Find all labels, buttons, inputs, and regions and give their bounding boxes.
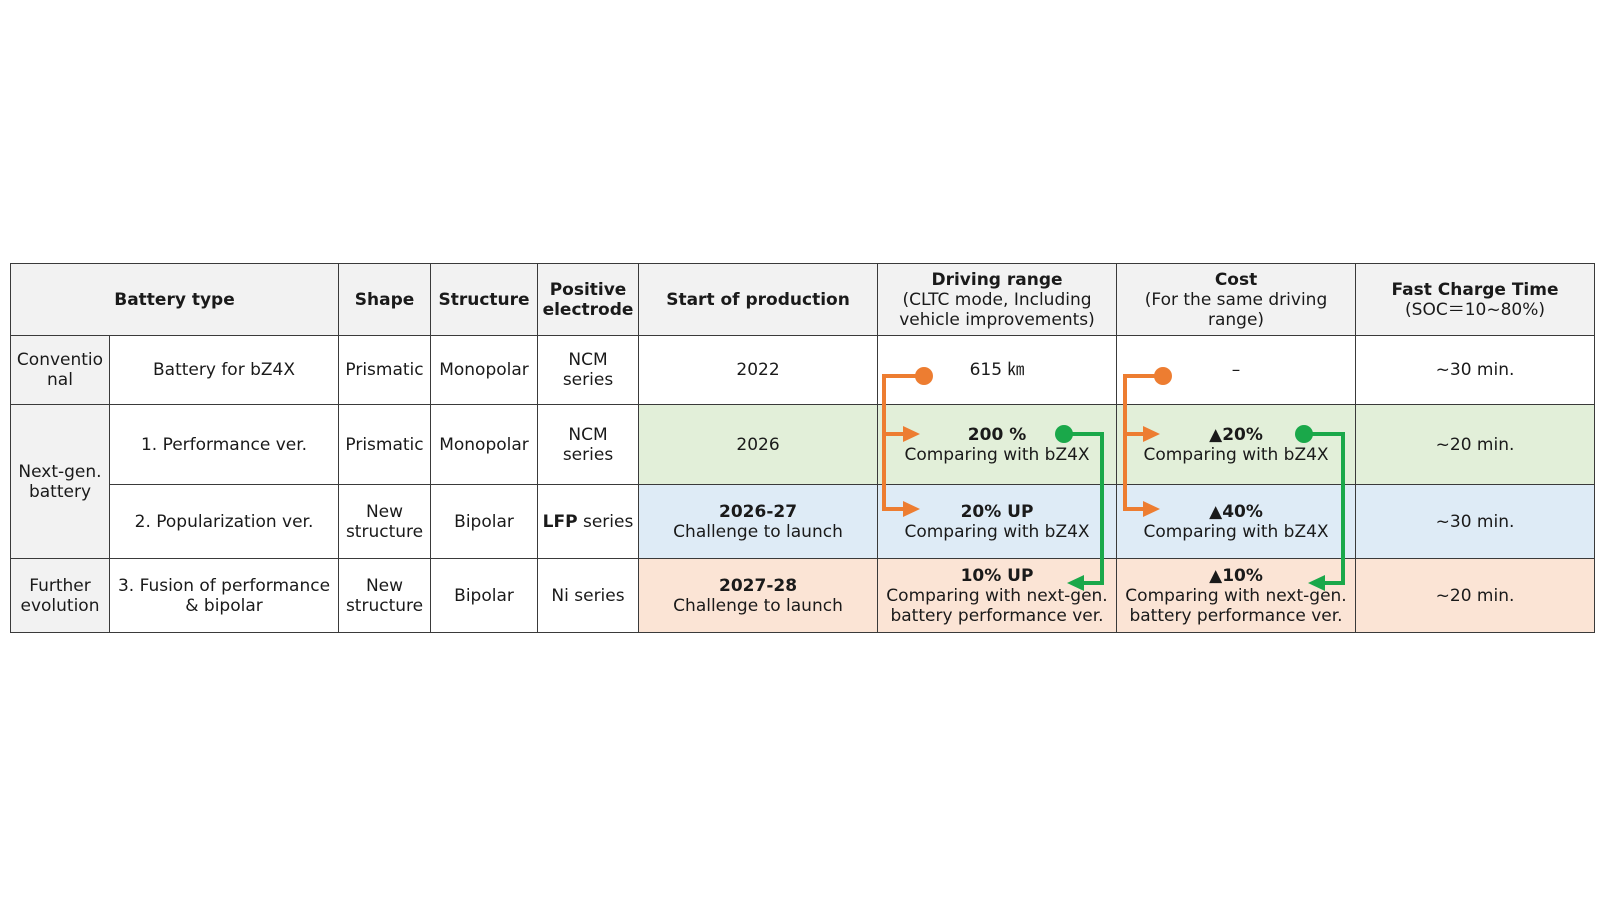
structure-cell: Bipolar [430, 484, 539, 559]
range-cell: 200 % Comparing with bZ4X [877, 404, 1118, 485]
range-sub: Comparing with bZ4X [904, 444, 1090, 465]
start-sub: Challenge to launch [673, 595, 843, 616]
start-main: 2026-27 [719, 501, 798, 522]
battery-name: 1. Performance ver. [108, 404, 340, 485]
electrode-text: series [582, 511, 634, 532]
range-main: 200 % [967, 424, 1027, 445]
cost-cell: ▲40% Comparing with bZ4X [1116, 484, 1357, 559]
electrode-cell: NCM series [537, 335, 640, 405]
charge-cell: ~30 min. [1355, 484, 1596, 559]
electrode-text: Ni series [551, 585, 625, 606]
electrode-text: NCM series [562, 350, 614, 390]
electrode-cell: LFP series [537, 484, 640, 559]
header-shape: Shape [338, 263, 432, 336]
electrode-cell: Ni series [537, 558, 640, 633]
start-cell: 2026-27 Challenge to launch [638, 484, 879, 559]
start-cell: 2027-28 Challenge to launch [638, 558, 879, 633]
charge-cell: ~30 min. [1355, 335, 1596, 405]
range-main: 615 ㎞ [969, 360, 1025, 380]
header-driving-range-sub: (CLTC mode, Including vehicle improvemen… [899, 289, 1095, 330]
electrode-text: NCM series [562, 424, 614, 465]
shape-cell: Prismatic [338, 404, 432, 485]
start-main: 2027-28 [719, 575, 798, 596]
header-driving-range-title: Driving range [931, 269, 1063, 290]
header-cost: Cost (For the same driving range) [1116, 263, 1357, 336]
shape-cell: New structure [338, 484, 432, 559]
range-main: 20% UP [960, 501, 1034, 522]
group-next-gen: Next-gen. battery [10, 404, 110, 559]
shape-cell: Prismatic [338, 335, 432, 405]
range-cell: 20% UP Comparing with bZ4X [877, 484, 1118, 559]
charge-cell: ~20 min. [1355, 558, 1596, 633]
cost-sub: Comparing with bZ4X [1143, 444, 1329, 465]
header-structure: Structure [430, 263, 539, 336]
structure-cell: Monopolar [430, 404, 539, 485]
table-row-performance: Next-gen. battery 1. Performance ver. Pr… [10, 404, 1596, 559]
cost-cell: ▲10% Comparing with next-gen. battery pe… [1116, 558, 1357, 633]
battery-name: Battery for bZ4X [108, 335, 340, 405]
start-cell: 2022 [638, 335, 879, 405]
range-main: 10% UP [960, 565, 1034, 586]
header-driving-range: Driving range (CLTC mode, Including vehi… [877, 263, 1118, 336]
structure-cell: Monopolar [430, 335, 539, 405]
table-row-popularization: 2. Popularization ver. New structure Bip… [11, 484, 1596, 559]
group-conventional: Conventio nal [10, 335, 110, 405]
cost-main: ▲20% [1209, 424, 1263, 445]
range-sub: Comparing with next-gen. battery perform… [886, 585, 1108, 626]
header-positive-electrode: Positive electrode [537, 263, 640, 336]
header-battery-type: Battery type [9, 263, 340, 336]
cost-cell: – [1116, 335, 1357, 405]
header-fast-charge-title: Fast Charge Time [1391, 279, 1559, 300]
battery-name: 2. Popularization ver. [108, 484, 340, 559]
range-sub: Comparing with bZ4X [904, 521, 1090, 542]
cost-main: ▲10% [1209, 565, 1263, 586]
header-cost-title: Cost [1214, 269, 1258, 290]
structure-cell: Bipolar [430, 558, 539, 633]
header-cost-sub: (For the same driving range) [1144, 289, 1328, 330]
cost-sub: Comparing with next-gen. battery perform… [1125, 585, 1347, 626]
range-cell: 10% UP Comparing with next-gen. battery … [877, 558, 1118, 633]
cost-main: ▲40% [1209, 501, 1263, 522]
electrode-cell: NCM series [537, 404, 640, 485]
header-fast-charge-sub: (SOC＝10~80%) [1405, 299, 1545, 320]
header-row: Battery type Shape Structure Positive el… [9, 263, 1596, 336]
start-sub: Challenge to launch [673, 521, 843, 542]
table-row-conventional: Conventio nal Battery for bZ4X Prismatic… [10, 335, 1596, 405]
cost-main: – [1231, 360, 1241, 380]
cost-cell: ▲20% Comparing with bZ4X [1116, 404, 1357, 485]
battery-roadmap-table: Battery type Shape Structure Positive el… [9, 263, 1596, 633]
charge-cell: ~20 min. [1355, 404, 1596, 485]
start-cell: 2026 [638, 404, 879, 485]
shape-cell: New structure [338, 558, 432, 633]
cost-sub: Comparing with bZ4X [1143, 521, 1329, 542]
group-further-evolution: Further evolution [10, 558, 110, 633]
table-row-fusion: Further evolution 3. Fusion of performan… [10, 558, 1596, 633]
header-fast-charge: Fast Charge Time (SOC＝10~80%) [1355, 263, 1596, 336]
range-cell: 615 ㎞ [877, 335, 1118, 405]
electrode-bold-text: LFP [542, 511, 578, 532]
header-start-of-production: Start of production [638, 263, 879, 336]
battery-name: 3. Fusion of performance & bipolar [108, 558, 340, 633]
